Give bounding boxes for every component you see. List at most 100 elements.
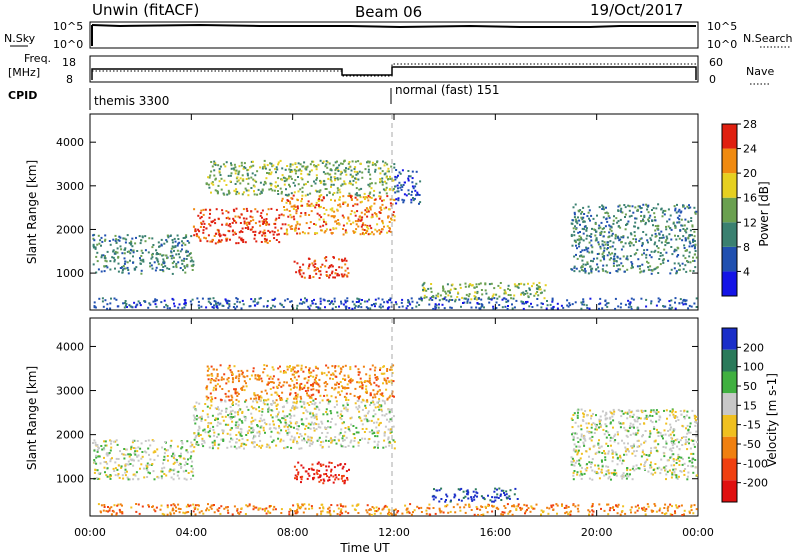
power-cell (540, 306, 542, 308)
velocity-cell (190, 451, 192, 453)
power-cell (110, 244, 112, 246)
velocity-cell (209, 447, 211, 449)
power-cell (182, 242, 184, 244)
velocity-cell (693, 443, 695, 445)
velocity-cell (339, 373, 341, 375)
power-cell (593, 258, 595, 260)
power-cell (166, 241, 168, 243)
velocity-cell (212, 415, 214, 417)
velocity-cell (572, 458, 574, 460)
velocity-cell (584, 410, 586, 412)
power-cell (617, 210, 619, 212)
power-cell (397, 187, 399, 189)
power-cell (613, 262, 615, 264)
power-cell (202, 232, 204, 234)
velocity-cell (212, 447, 214, 449)
power-cell (175, 253, 177, 255)
velocity-cell (256, 432, 258, 434)
velocity-cell (632, 478, 634, 480)
power-cell (204, 223, 206, 225)
power-cell (345, 170, 347, 172)
power-cell (167, 305, 169, 307)
power-cell (254, 231, 256, 233)
power-cell (611, 252, 613, 254)
power-colorbar-label: Power [dB] (757, 181, 771, 246)
velocity-cell (236, 447, 238, 449)
power-cell (514, 283, 516, 285)
power-cell (240, 222, 242, 224)
velocity-cell (634, 419, 636, 421)
velocity-cell (308, 468, 310, 470)
power-cell (690, 217, 692, 219)
power-cell (255, 240, 257, 242)
power-cell (266, 218, 268, 220)
velocity-cell (235, 424, 237, 426)
velocity-cell (296, 407, 298, 409)
power-cell (214, 300, 216, 302)
power-cell (510, 294, 512, 296)
power-cell (657, 272, 659, 274)
velocity-cell (319, 385, 321, 387)
power-cell (595, 269, 597, 271)
power-cell (367, 199, 369, 201)
velocity-cell (500, 494, 502, 496)
velocity-cell (310, 428, 312, 430)
power-cell (132, 255, 134, 257)
velocity-cell (330, 474, 332, 476)
power-cell (316, 202, 318, 204)
power-cell (270, 184, 272, 186)
power-cell (393, 167, 395, 169)
power-cell (603, 235, 605, 237)
velocity-cell (287, 428, 289, 430)
power-cell (397, 185, 399, 187)
power-cell (289, 214, 291, 216)
power-cell (311, 161, 313, 163)
power-cell (300, 173, 302, 175)
velocity-cell (377, 418, 379, 420)
power-cell (354, 168, 356, 170)
power-cell (247, 183, 249, 185)
power-cell (658, 297, 660, 299)
velocity-cell (376, 384, 378, 386)
power-cell (589, 242, 591, 244)
power-cell (571, 269, 573, 271)
velocity-cell (216, 425, 218, 427)
velocity-cell (672, 431, 674, 433)
velocity-cell (294, 477, 296, 479)
power-cell (434, 305, 436, 307)
velocity-cell (334, 387, 336, 389)
power-cell (690, 220, 692, 222)
power-cell (289, 301, 291, 303)
power-cell (353, 180, 355, 182)
velocity-cell (156, 448, 158, 450)
power-cell (285, 180, 287, 182)
velocity-cell (591, 427, 593, 429)
velocity-cell (180, 467, 182, 469)
power-cell (284, 223, 286, 225)
velocity-cell (388, 421, 390, 423)
velocity-cell (206, 385, 208, 387)
power-cell (355, 197, 357, 199)
power-cell (367, 307, 369, 309)
power-cell (305, 183, 307, 185)
velocity-cell (331, 387, 333, 389)
velocity-cell (116, 469, 118, 471)
power-cell (329, 229, 331, 231)
power-cell (628, 242, 630, 244)
velocity-cell (302, 423, 304, 425)
velocity-cell (364, 405, 366, 407)
power-cell (665, 228, 667, 230)
power-cell (580, 308, 582, 310)
power-cell (352, 205, 354, 207)
power-cell (684, 224, 686, 226)
velocity-cell (308, 369, 310, 371)
power-cell (368, 211, 370, 213)
velocity-cell (378, 409, 380, 411)
velocity-cell (389, 369, 391, 371)
power-cell (270, 173, 272, 175)
velocity-cell (342, 378, 344, 380)
power-cell (215, 303, 217, 305)
velocity-cell (234, 411, 236, 413)
power-cell (688, 221, 690, 223)
